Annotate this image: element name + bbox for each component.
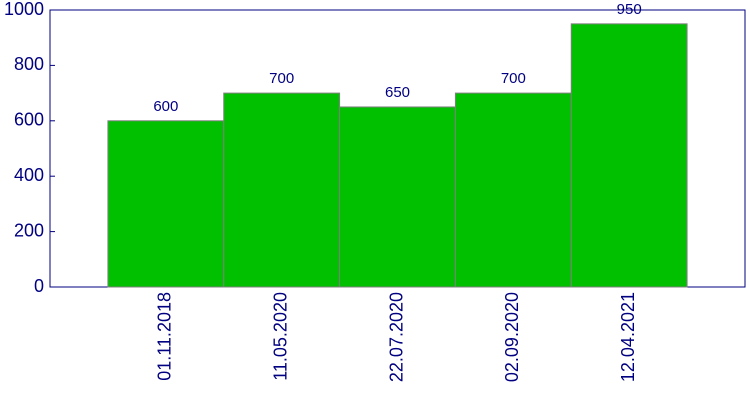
y-tick-label: 0 bbox=[34, 276, 44, 296]
bar bbox=[107, 120, 225, 288]
value-label: 700 bbox=[501, 70, 526, 87]
value-label: 950 bbox=[617, 1, 642, 18]
x-tick-label: 22.07.2020 bbox=[386, 292, 406, 382]
y-tick-label: 800 bbox=[14, 54, 44, 74]
value-label: 650 bbox=[385, 84, 410, 101]
y-tick-label: 400 bbox=[14, 165, 44, 185]
x-tick-label: 02.09.2020 bbox=[502, 292, 522, 382]
value-label: 600 bbox=[153, 98, 178, 115]
value-label: 700 bbox=[269, 70, 294, 87]
bar bbox=[454, 92, 572, 288]
y-tick-label: 1000 bbox=[4, 0, 44, 19]
bar bbox=[570, 23, 688, 288]
x-tick-label: 11.05.2020 bbox=[270, 292, 290, 381]
x-tick-label: 01.11.2018 bbox=[155, 292, 175, 381]
bar bbox=[223, 92, 341, 288]
y-tick-label: 600 bbox=[14, 110, 44, 130]
x-tick-label: 12.04.2021 bbox=[618, 292, 638, 382]
bar bbox=[339, 106, 456, 288]
y-tick-label: 200 bbox=[14, 220, 44, 240]
